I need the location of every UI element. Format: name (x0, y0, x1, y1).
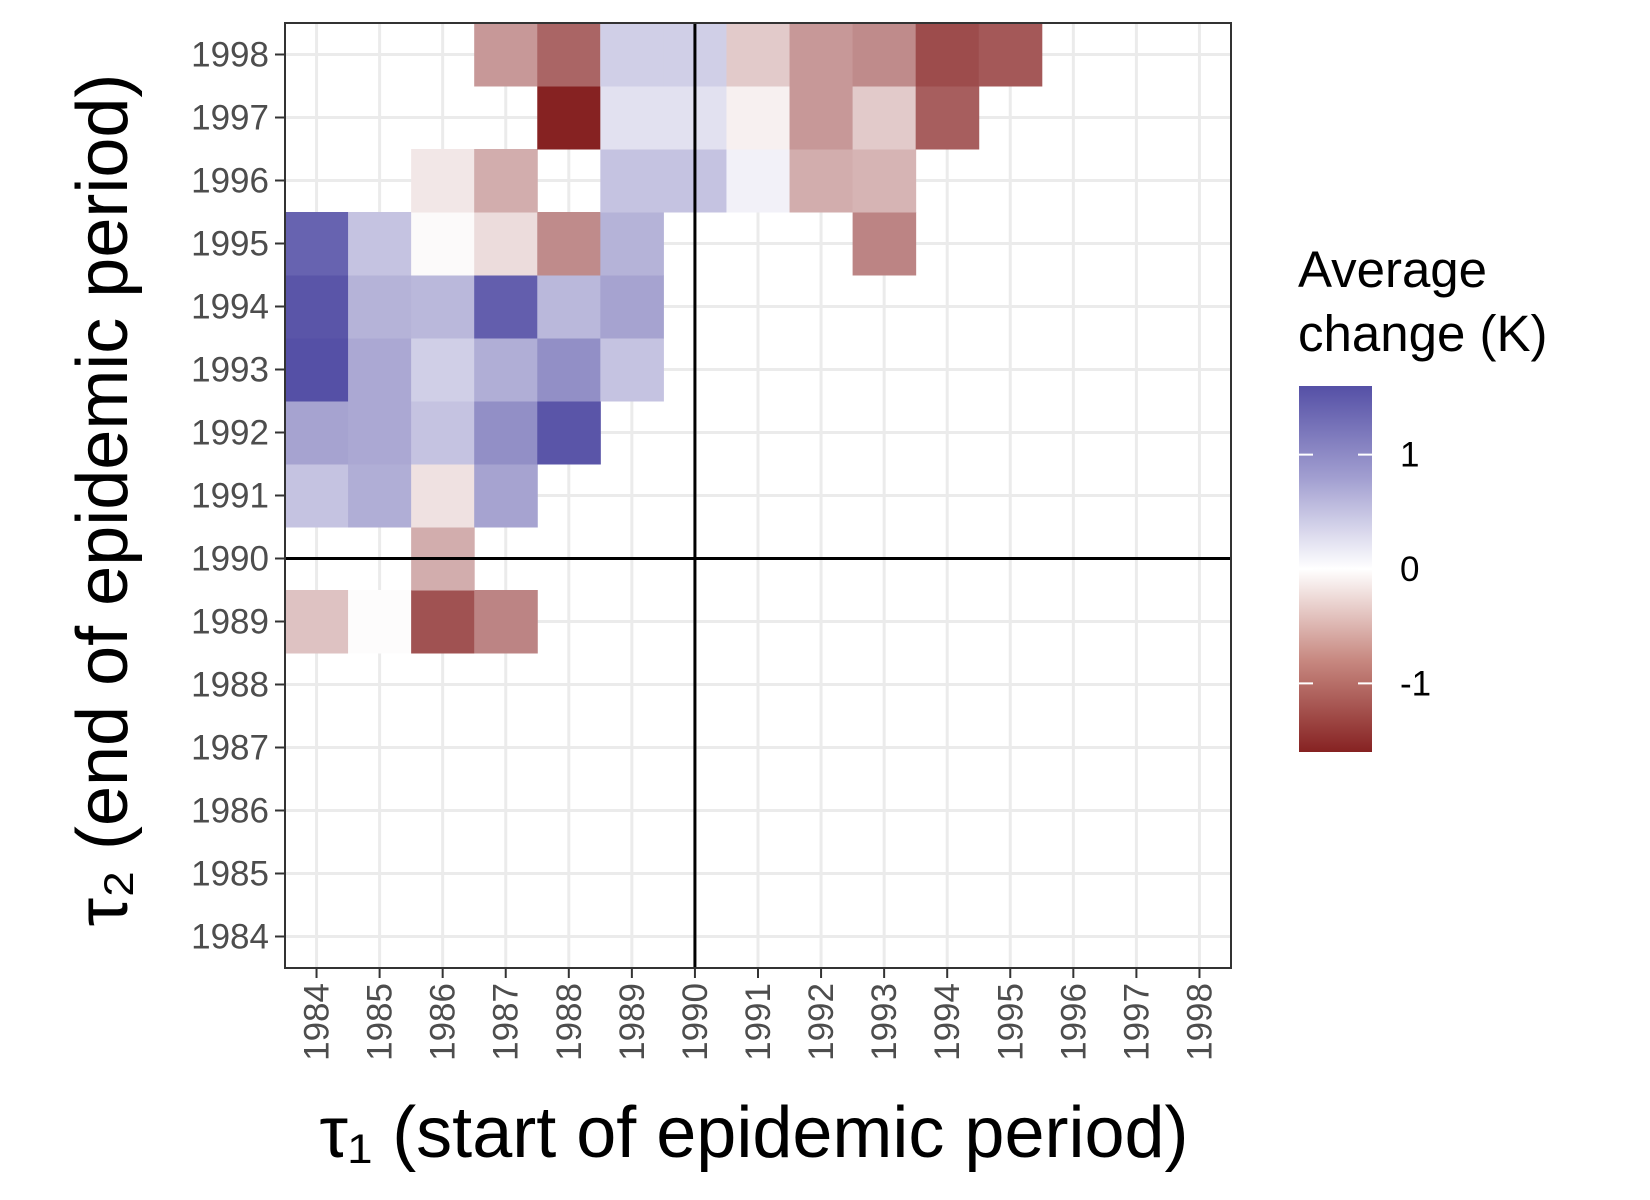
heatmap-cell (852, 212, 917, 276)
heatmap-cell (537, 23, 601, 87)
heatmap-cell (474, 23, 538, 87)
gridlines (285, 23, 1231, 968)
y-tick-label: 1991 (191, 477, 269, 516)
legend-tick-label: 1 (1400, 436, 1419, 475)
heatmap-cell (789, 149, 854, 213)
heatmap-cell (411, 212, 475, 276)
heatmap-cell (285, 464, 349, 528)
y-tick-label: 1986 (191, 792, 269, 831)
heatmap-cell (600, 338, 664, 402)
heatmap-cell (474, 275, 538, 339)
heatmap-cell (474, 401, 538, 465)
heatmap-cell (537, 86, 601, 150)
y-tick-label: 1992 (191, 414, 269, 453)
heatmap-cell (348, 590, 412, 654)
heatmap-cell (726, 149, 791, 213)
heatmap-cell (915, 86, 980, 150)
y-tick-label: 1985 (191, 855, 269, 894)
heatmap-cell (474, 212, 538, 276)
heatmap-cell (726, 86, 791, 150)
heatmap-cell (474, 338, 538, 402)
y-tick-label: 1994 (191, 288, 269, 327)
x-tick-label: 1987 (487, 983, 526, 1061)
heatmap-cell (474, 149, 538, 213)
heatmap-cell (411, 590, 475, 654)
heatmap-cell (537, 275, 601, 339)
heatmap-cell (600, 275, 664, 339)
heatmap-cell (411, 149, 475, 213)
heatmap-cell (600, 149, 664, 213)
x-tick-label: 1994 (928, 983, 967, 1061)
heatmap-cell (285, 275, 349, 339)
heatmap-cell (852, 149, 917, 213)
y-tick-label: 1990 (191, 540, 269, 579)
axes: 1984 1985 1986 1987 1988 1989 1990 1991 1992 1993… (191, 22, 1232, 1061)
heatmap-cell (600, 212, 664, 276)
legend-tick-label: -1 (1400, 664, 1431, 703)
y-tick-label: 1998 (191, 36, 269, 75)
heatmap-cell (537, 212, 601, 276)
legend-tick-label: 0 (1400, 550, 1419, 589)
heatmap-cell (411, 464, 475, 528)
legend-title-line1: Average (1298, 241, 1487, 298)
heatmap-cell (474, 590, 538, 654)
heatmap-cell (852, 86, 917, 150)
x-axis-title: τ₁ (start of epidemic period) (319, 1093, 1188, 1173)
y-tick-label: 1995 (191, 225, 269, 264)
x-tick-label: 1996 (1054, 983, 1093, 1061)
y-tick-label: 1993 (191, 351, 269, 390)
heatmap-cell (348, 212, 412, 276)
reference-lines (285, 23, 1231, 968)
heatmap-cell (411, 275, 475, 339)
legend: Average change (K) 1 0 -1 (1298, 241, 1547, 752)
x-tick-label: 1988 (550, 983, 589, 1061)
heatmap-cell (789, 23, 854, 87)
y-axis-title: τ₂ (end of epidemic period) (63, 74, 143, 927)
heatmap-cell (600, 86, 664, 150)
heatmap-cell (726, 23, 791, 87)
y-tick-label: 1988 (191, 666, 269, 705)
heatmap-cell (537, 338, 601, 402)
heatmap-cell (411, 338, 475, 402)
x-tick-label: 1986 (424, 983, 463, 1061)
heatmap-cell (474, 464, 538, 528)
y-tick-label: 1984 (191, 918, 269, 957)
heatmap-cell (348, 338, 412, 402)
y-tick-label: 1987 (191, 729, 269, 768)
heatmap-cell (285, 338, 349, 402)
heatmap-cell (978, 23, 1043, 87)
heatmap-cell (411, 401, 475, 465)
heatmap-cell (348, 464, 412, 528)
heatmap-cell (915, 23, 980, 87)
x-tick-label: 1997 (1117, 983, 1156, 1061)
legend-title-line2: change (K) (1298, 305, 1547, 362)
heatmap-cell (852, 23, 917, 87)
x-tick-label: 1989 (613, 983, 652, 1061)
heatmap-cell (285, 212, 349, 276)
x-tick-label: 1990 (676, 983, 715, 1061)
y-tick-label: 1989 (191, 603, 269, 642)
heatmap-cell (285, 401, 349, 465)
heatmap-cell (600, 23, 664, 87)
x-tick-label: 1991 (739, 983, 778, 1061)
x-tick-label: 1984 (298, 983, 337, 1061)
heatmap-cell (348, 401, 412, 465)
heatmap-cell (789, 86, 854, 150)
y-tick-label: 1997 (191, 99, 269, 138)
y-tick-label: 1996 (191, 162, 269, 201)
x-tick-label: 1992 (802, 983, 841, 1061)
heatmap-cell (285, 590, 349, 654)
heatmap-cell (348, 275, 412, 339)
heatmap-tiles (285, 23, 1043, 654)
heatmap-cell (537, 401, 601, 465)
x-tick-label: 1993 (865, 983, 904, 1061)
x-tick-label: 1998 (1180, 983, 1219, 1061)
x-tick-label: 1985 (361, 983, 400, 1061)
x-tick-label: 1995 (991, 983, 1030, 1061)
